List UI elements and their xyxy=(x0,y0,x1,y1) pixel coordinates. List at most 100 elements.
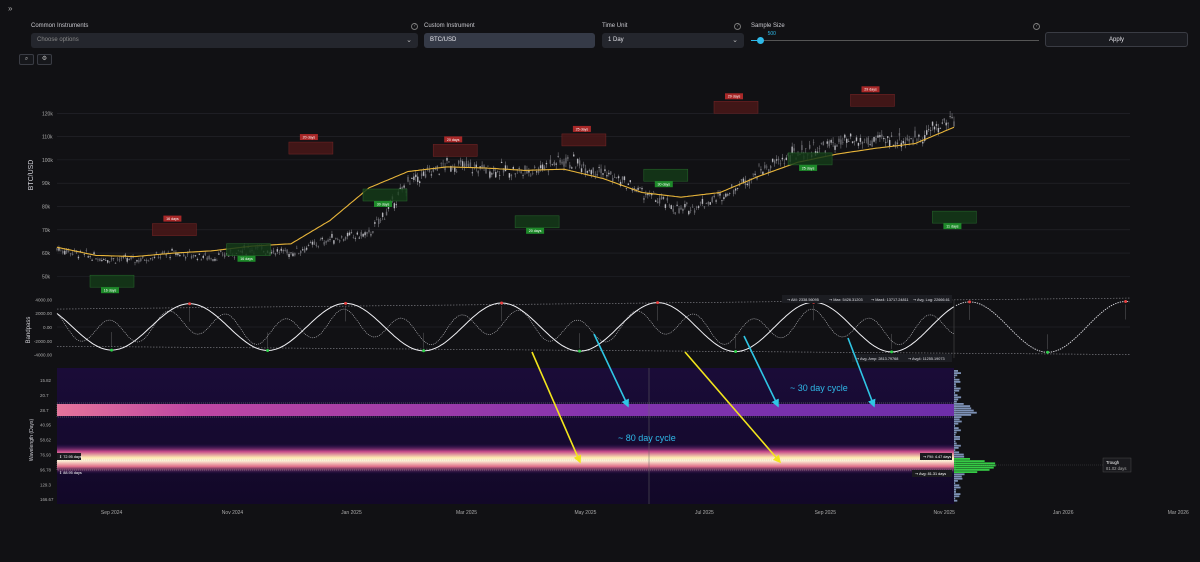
candle-body xyxy=(627,183,630,185)
candle-body xyxy=(922,141,924,144)
chevron-down-icon: ⌄ xyxy=(406,37,412,44)
x-axis-tick-label: Nov 2025 xyxy=(934,510,956,516)
cycle-peak-marker xyxy=(1124,300,1128,304)
spectrum-histogram-bar xyxy=(954,495,960,498)
candle-body xyxy=(604,169,606,172)
settings-gear-icon[interactable]: ⚙ xyxy=(37,54,52,65)
apply-button[interactable]: Apply xyxy=(1045,32,1188,47)
candle-body xyxy=(748,179,750,186)
candle-body xyxy=(532,173,534,174)
candle-body xyxy=(138,260,140,262)
spectrum-histogram-bar xyxy=(954,499,958,502)
candle-body xyxy=(674,212,676,214)
candle-body xyxy=(752,173,754,175)
candle-body xyxy=(469,162,472,168)
candle-body xyxy=(479,166,481,168)
candle-body xyxy=(602,173,604,175)
candle-body xyxy=(547,170,550,172)
cycle-chart[interactable]: 16 days 16 days 16 days 20 days 30 days 20 da… xyxy=(0,70,1200,562)
candle-body xyxy=(458,160,460,164)
candle-body xyxy=(319,239,321,241)
candle-body xyxy=(559,159,561,163)
candle-body xyxy=(420,173,423,177)
candle-body xyxy=(132,256,134,259)
candle-body xyxy=(493,167,495,172)
oscillator-y-axis-label: Bandpass xyxy=(26,317,32,344)
spectrum-histogram-bar xyxy=(954,416,962,418)
avg-label: ⇝ Avg: 81.31 days xyxy=(915,472,946,476)
candle-body xyxy=(502,168,505,173)
candle-body xyxy=(828,141,830,147)
oscillator-y-tick-label: 2000.00 xyxy=(35,311,52,316)
candle-body xyxy=(690,209,692,211)
candle-body xyxy=(500,161,503,164)
candle-body xyxy=(411,177,413,179)
candle-body xyxy=(777,158,780,161)
candle-body xyxy=(136,260,138,262)
candle-body xyxy=(924,135,926,141)
spectrum-histogram-bar xyxy=(954,400,957,403)
candle-body xyxy=(321,237,323,240)
x-axis-tick-label: Mar 2025 xyxy=(456,510,477,516)
candle-body xyxy=(438,173,440,175)
candle-body xyxy=(853,141,856,142)
candle-body xyxy=(508,173,511,178)
candle-body xyxy=(512,167,514,169)
zoom-icon[interactable]: ⌕ xyxy=(19,54,34,65)
help-icon[interactable]: ? xyxy=(411,23,418,30)
peak-zone xyxy=(152,223,197,236)
candle-body xyxy=(159,257,162,258)
cycle-peak-marker xyxy=(968,300,972,304)
cycle-length-label: 20 days xyxy=(303,135,316,139)
candle-body xyxy=(146,259,148,262)
candle-body xyxy=(192,254,195,257)
spectrum-histogram-bar xyxy=(954,409,974,412)
sample-size-slider[interactable]: 500 xyxy=(751,31,1039,46)
help-icon[interactable]: ? xyxy=(1033,23,1040,30)
slider-handle[interactable] xyxy=(756,37,764,44)
candle-body xyxy=(576,158,579,164)
expand-sidebar-icon[interactable]: » xyxy=(8,4,13,13)
candle-body xyxy=(524,165,526,171)
candle-body xyxy=(450,166,452,172)
common-instruments-select[interactable]: Choose options ⌄ xyxy=(31,33,418,48)
candle-body xyxy=(941,122,943,124)
candle-body xyxy=(95,258,97,260)
candle-body xyxy=(933,126,936,130)
candle-body xyxy=(818,148,821,149)
cycle-length-badge xyxy=(572,125,591,132)
candle-body xyxy=(380,219,382,221)
candle-body xyxy=(830,140,832,143)
candle-body xyxy=(771,158,774,162)
candle-body xyxy=(356,232,358,235)
candle-body xyxy=(717,193,719,194)
custom-instrument-input[interactable]: BTC/USD xyxy=(424,33,595,48)
cycle-length-label: 11 days xyxy=(946,225,959,229)
help-icon[interactable]: ? xyxy=(734,23,741,30)
price-y-tick-label: 50k xyxy=(42,274,51,280)
cycle-length-badge xyxy=(799,164,818,171)
candle-body xyxy=(383,219,386,220)
candle-body xyxy=(658,198,661,204)
candle-body xyxy=(885,141,887,143)
spectrum-histogram-bar xyxy=(954,455,965,458)
spectrum-histogram-bar xyxy=(954,477,963,480)
candle-body xyxy=(949,116,951,117)
x-axis-tick-label: Nov 2024 xyxy=(222,510,244,516)
spectral-band-80-day xyxy=(57,444,954,474)
price-y-tick-label: 90k xyxy=(42,181,51,187)
cycle-length-label: 16 days xyxy=(166,217,179,221)
time-unit-select[interactable]: 1 Day ⌄ xyxy=(602,33,744,48)
candle-body xyxy=(128,259,130,260)
candle-body xyxy=(348,232,351,236)
time-unit-value: 1 Day xyxy=(608,37,624,43)
candle-body xyxy=(805,148,807,149)
spectrum-histogram-bar xyxy=(954,493,961,495)
candle-body xyxy=(867,137,869,145)
candle-body xyxy=(311,241,314,245)
spectrum-histogram-bar xyxy=(954,471,978,473)
cycle-length-badge xyxy=(163,215,182,222)
spectrogram-y-tick-label: 20.7 xyxy=(40,393,49,398)
cycle-length-label: 20 days xyxy=(447,138,460,142)
candle-body xyxy=(736,187,739,189)
